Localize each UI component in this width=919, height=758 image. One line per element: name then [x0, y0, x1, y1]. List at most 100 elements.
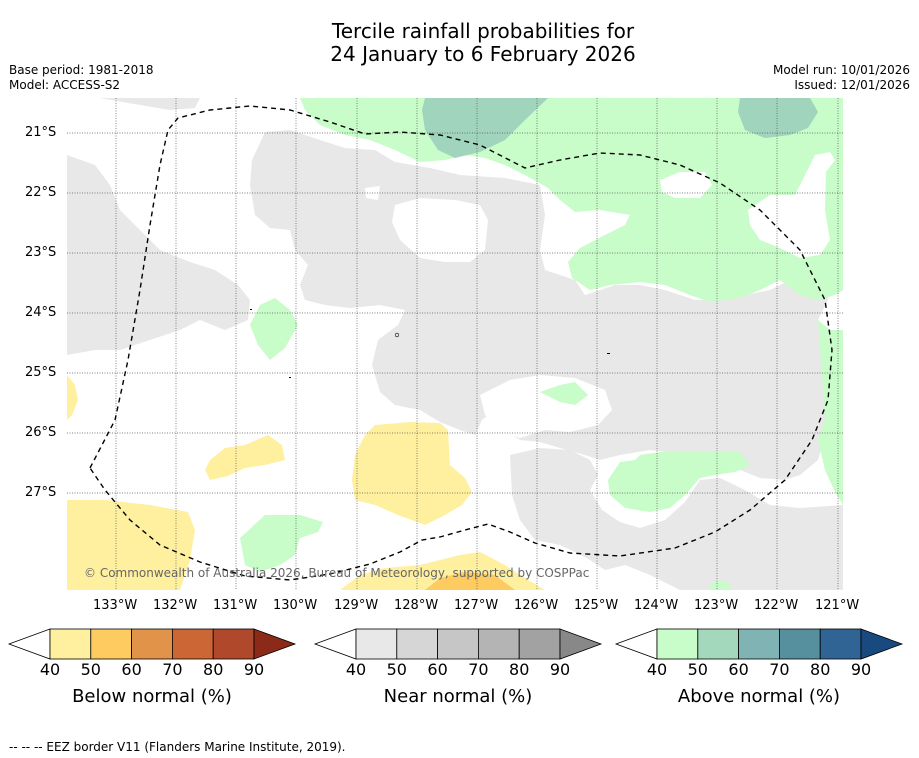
above-normal-tick-label: 40 — [646, 660, 668, 679]
near-normal-swatch — [355, 628, 398, 660]
near-normal-tick-label: 70 — [468, 660, 489, 679]
below-normal-swatch — [90, 628, 133, 660]
near-normal-swatch — [477, 628, 520, 660]
issued-date: Issued: 12/01/2026 — [794, 78, 910, 92]
below-normal-region — [205, 435, 285, 480]
above-normal-tick-label: 60 — [728, 660, 749, 679]
near-normal-region — [510, 448, 843, 590]
near-normal-region — [67, 155, 250, 355]
lon-label: 129°W — [334, 598, 379, 613]
lon-label: 133°W — [93, 598, 138, 613]
lon-label: 131°W — [213, 598, 258, 613]
above-normal-tick-label: 80 — [810, 660, 831, 679]
lon-label: 127°W — [454, 598, 499, 613]
below-normal-label: Below normal (%) — [72, 686, 232, 707]
map-title: Tercile rainfall probabilities for 24 Ja… — [0, 20, 919, 66]
island-marker — [250, 309, 252, 310]
lon-label: 130°W — [273, 598, 318, 613]
below-normal-tick-label: 70 — [162, 660, 183, 679]
eez-border — [89, 105, 833, 581]
above-normal-swatch — [697, 628, 739, 660]
copyright-notice: © Commonwealth of Australia 2026, Bureau… — [84, 566, 590, 580]
near-normal-tick-label: 40 — [345, 660, 367, 679]
above-normal-min-arrow — [614, 628, 658, 660]
lat-label: 22°S — [25, 185, 57, 200]
above-normal-tick-label: 90 — [850, 660, 872, 679]
below-normal-swatch — [171, 628, 214, 660]
above-normal-region — [250, 298, 298, 360]
near-normal-tick-label: 90 — [549, 660, 571, 679]
above-normal-tick-label: 70 — [769, 660, 790, 679]
below-normal-tick-label: 60 — [121, 660, 142, 679]
lat-label: 23°S — [25, 245, 57, 260]
above-normal-region — [818, 320, 843, 505]
lon-label: 132°W — [153, 598, 198, 613]
below-normal-region — [425, 572, 515, 590]
base-period: Base period: 1981-2018 — [9, 63, 154, 77]
below-normal-swatch — [212, 628, 255, 660]
neutral-gap — [392, 198, 488, 262]
island-marker — [289, 377, 291, 378]
eez-footnote: -- -- -- EEZ border V11 (Flanders Marine… — [9, 740, 346, 754]
title-line-2: 24 January to 6 February 2026 — [330, 42, 636, 66]
above-normal-tick-label: 50 — [687, 660, 708, 679]
above-normal-swatch — [738, 628, 780, 660]
lon-label: 123°W — [694, 598, 739, 613]
below-normal-swatch — [131, 628, 173, 660]
above-normal-region — [422, 98, 548, 158]
near-normal-swatch — [518, 628, 561, 660]
lat-label: 26°S — [25, 425, 57, 440]
below-normal-swatch — [49, 628, 92, 660]
below-normal-tick-label: 80 — [203, 660, 224, 679]
lat-label: 25°S — [25, 365, 57, 380]
near-normal-tick-label: 80 — [509, 660, 530, 679]
near-normal-swatch — [396, 628, 438, 660]
below-normal-tick-label: 50 — [80, 660, 101, 679]
model-run: Model run: 10/01/2026 — [772, 63, 910, 77]
neutral-gap — [748, 152, 835, 258]
below-normal-region — [352, 422, 472, 525]
lon-label: 125°W — [574, 598, 619, 613]
title-line-1: Tercile rainfall probabilities for — [331, 19, 635, 43]
near-normal-tick-label: 60 — [427, 660, 448, 679]
lon-label: 124°W — [634, 598, 679, 613]
neutral-gap — [660, 172, 712, 198]
below-normal-tick-label: 40 — [39, 660, 61, 679]
meta-right: Model run: 10/01/2026 Issued: 12/01/2026 — [773, 63, 910, 93]
above-normal-swatch — [656, 628, 699, 660]
above-normal-region — [540, 382, 588, 405]
lat-label: 27°S — [25, 485, 57, 500]
near-normal-swatch — [437, 628, 479, 660]
meta-left: Base period: 1981-2018 Model: ACCESS-S2 — [9, 63, 154, 93]
lon-label: 121°W — [815, 598, 860, 613]
above-normal-max-arrow — [860, 628, 904, 660]
above-normal-region — [710, 580, 732, 590]
below-normal-region — [67, 500, 195, 590]
above-normal-label: Above normal (%) — [677, 686, 841, 707]
above-normal-region — [608, 452, 750, 512]
island-marker — [394, 332, 400, 338]
above-normal-region — [300, 98, 843, 302]
near-normal-tick-label: 50 — [386, 660, 407, 679]
lon-label: 122°W — [754, 598, 799, 613]
island-marker — [607, 353, 610, 354]
above-normal-region — [240, 515, 323, 572]
below-normal-tick-label: 90 — [243, 660, 265, 679]
model-name: Model: ACCESS-S2 — [9, 78, 121, 92]
near-normal-region — [100, 98, 200, 110]
below-normal-region — [67, 375, 78, 420]
near-normal-max-arrow — [559, 628, 603, 660]
below-normal-min-arrow — [7, 628, 51, 660]
near-normal-label: Near normal (%) — [383, 686, 533, 707]
above-normal-region — [738, 98, 818, 138]
near-normal-min-arrow — [313, 628, 357, 660]
below-normal-max-arrow — [253, 628, 297, 660]
forecast-field — [67, 98, 843, 590]
above-normal-swatch — [779, 628, 821, 660]
graticule — [67, 98, 843, 590]
lat-label: 24°S — [25, 305, 57, 320]
lon-label: 126°W — [514, 598, 559, 613]
above-normal-swatch — [819, 628, 862, 660]
